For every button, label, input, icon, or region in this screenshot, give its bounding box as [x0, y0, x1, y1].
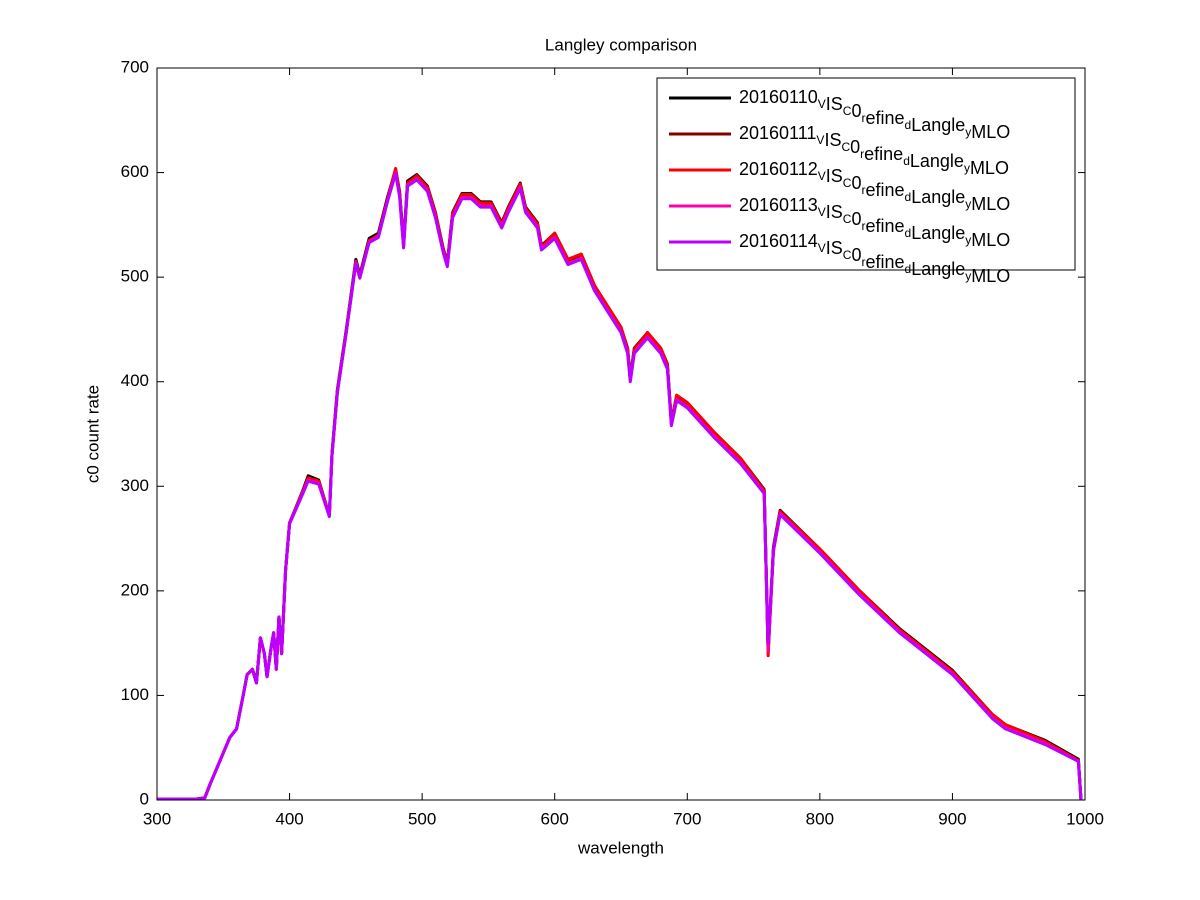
y-tick-label: 500	[121, 267, 149, 286]
y-axis-label: c0 count rate	[83, 385, 102, 483]
y-tick-label: 0	[140, 789, 149, 808]
y-tick-label: 700	[121, 57, 149, 76]
x-tick-label: 700	[673, 809, 701, 828]
legend-label: 20160112VISC0refinedLangleyMLO	[739, 159, 1010, 214]
legend-label: 20160110VISC0refinedLangleyMLO	[739, 87, 1010, 142]
x-tick-label: 400	[275, 809, 303, 828]
legend-label: 20160111VISC0refinedLangleyMLO	[739, 123, 1009, 178]
plot-frame	[156, 67, 1086, 801]
data-line	[157, 172, 1083, 801]
chart-title: Langley comparison	[545, 35, 697, 54]
x-tick-label: 500	[408, 809, 436, 828]
x-tick-label: 600	[541, 809, 569, 828]
y-tick-label: 200	[121, 580, 149, 599]
y-tick-label: 300	[121, 476, 149, 495]
x-tick-label: 900	[938, 809, 966, 828]
legend-box	[656, 77, 1076, 271]
y-tick-label: 100	[121, 685, 149, 704]
y-tick-label: 600	[121, 162, 149, 181]
x-axis-label: wavelength	[577, 838, 664, 857]
legend-label: 20160114VISC0refinedLangleyMLO	[739, 231, 1010, 286]
legend-label: 20160113VISC0refinedLangleyMLO	[739, 195, 1010, 250]
x-tick-label: 1000	[1066, 809, 1104, 828]
y-tick-label: 400	[121, 371, 149, 390]
x-tick-label: 300	[143, 809, 171, 828]
x-tick-label: 800	[806, 809, 834, 828]
